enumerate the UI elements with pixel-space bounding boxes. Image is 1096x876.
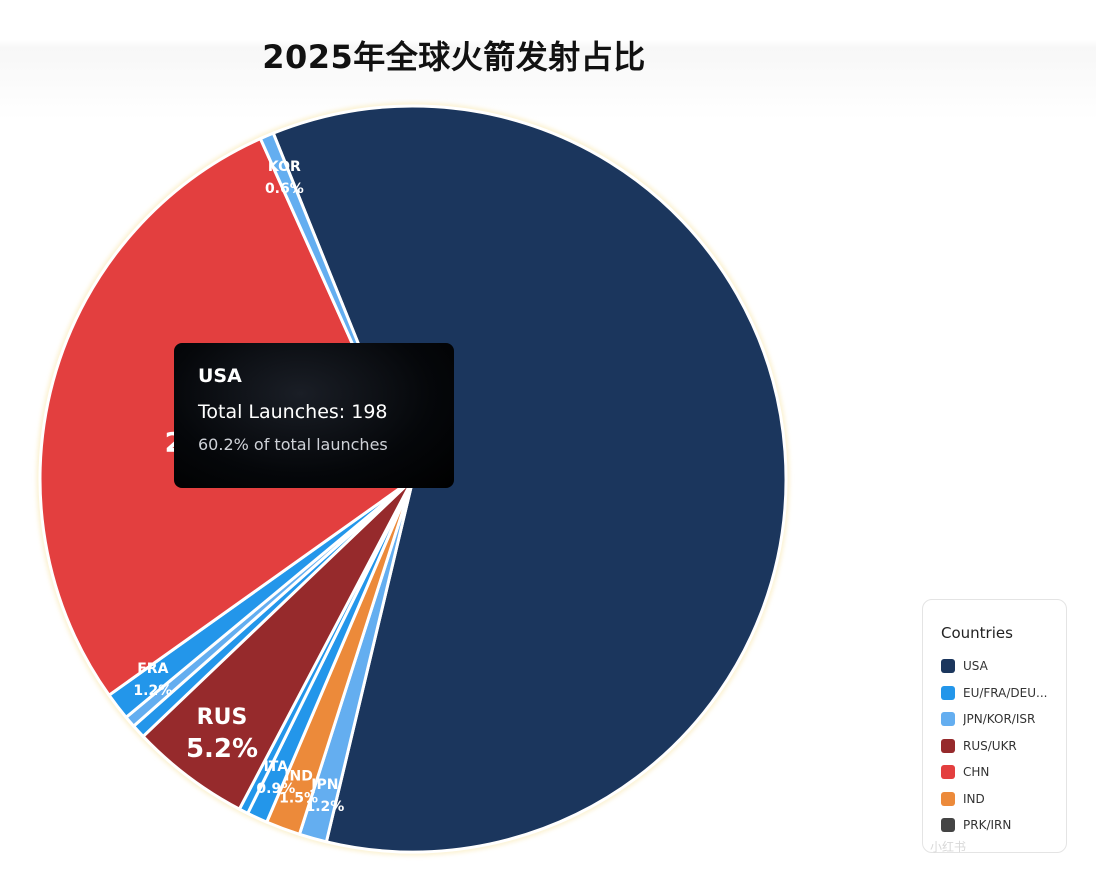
legend-label: IND [963,791,985,806]
legend-swatch [941,712,955,727]
slice-label-rus: RUS [197,705,248,730]
slice-label-jpn: JPN [310,777,338,793]
legend-label: JPN/KOR/ISR [963,712,1036,727]
legend: Countries USA EU/FRA/DEU... JPN/KOR/ISR RUS… [922,599,1067,853]
legend-swatch [941,738,955,753]
legend-label: PRK/IRN [963,818,1012,833]
slice-label-kor: KOR [268,159,301,175]
legend-item-usa[interactable]: USA [941,653,1066,680]
legend-item-ind[interactable]: IND [941,786,1066,813]
slice-label-ind: IND [284,769,313,785]
legend-swatch [941,685,955,700]
legend-title: Countries [941,624,1013,642]
slice-label-ita: ITA [264,759,289,775]
slice-value-ind: 1.5% [279,791,318,807]
legend-label: USA [963,659,988,674]
legend-item-chn[interactable]: CHN [941,759,1066,786]
legend-label: RUS/UKR [963,738,1017,753]
tooltip-percent: 60.2% of total launches [198,435,388,454]
legend-label: CHN [963,765,990,780]
legend-label: EU/FRA/DEU... [963,685,1048,700]
slice-value-rus: 5.2% [186,734,258,764]
legend-swatch [941,659,955,674]
pie-slices [38,104,788,854]
slice-value-kor: 0.6% [265,181,304,197]
legend-item-jpn-kor-isr[interactable]: JPN/KOR/ISR [941,706,1066,733]
legend-swatch [941,791,955,806]
watermark: 小红书 [930,840,967,854]
legend-item-prk-irn[interactable]: PRK/IRN [941,812,1066,839]
tooltip-total-launches: Total Launches: 198 [198,401,388,423]
legend-swatch [941,818,955,833]
legend-items: USA EU/FRA/DEU... JPN/KOR/ISR RUS/UKR CHN IND… [941,653,1066,839]
legend-item-rus-ukr[interactable]: RUS/UKR [941,733,1066,760]
slice-value-ita: 0.9% [256,781,295,797]
pie-slice-usa[interactable] [271,104,788,854]
slice-value-fra: 1.2% [133,683,172,699]
slice-label-fra: FRA [137,661,168,677]
chart-title: 2025年全球火箭发射占比 [262,38,646,76]
legend-item-eu-fra-deu-[interactable]: EU/FRA/DEU... [941,680,1066,707]
slice-value-jpn: 1.2% [305,799,344,815]
tooltip: USA Total Launches: 198 60.2% of total l… [174,343,454,488]
legend-swatch [941,765,955,780]
tooltip-title: USA [198,365,242,387]
